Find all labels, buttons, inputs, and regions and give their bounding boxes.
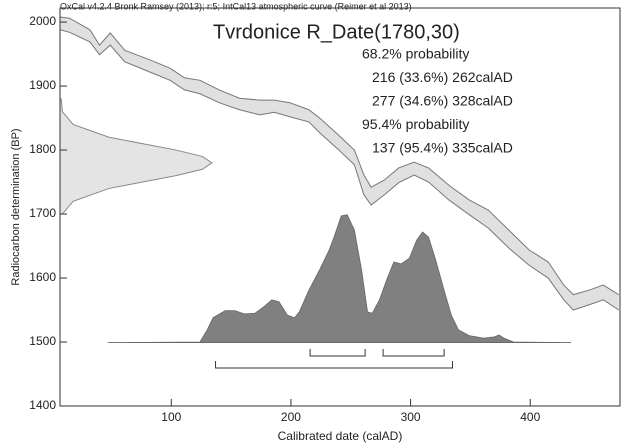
x-tick-label: 200 [281,410,301,424]
y-tick-label: 1600 [29,270,56,284]
y-tick-label: 1500 [29,334,56,348]
probability-level: 68.2% probability [362,46,469,62]
y-axis-label: Radiocarbon determination (BP) [10,128,22,285]
x-tick-label: 300 [401,410,421,424]
header: OxCal v4.2.4 Bronk Ramsey (2013); r:5; I… [60,1,412,11]
probability-level: 95.4% probability [362,116,469,132]
chart-title: Tvrdonice R_Date(1780,30) [213,21,460,43]
calibration-band [60,16,619,311]
range-text: 137 (95.4%) 335calAD [372,140,513,156]
calibration-upper [59,16,620,296]
x-tick-label: 400 [520,410,540,424]
posterior-distribution [107,214,571,344]
plot-frame [59,7,621,407]
radiocarbon-distribution [59,98,213,215]
y-tick-label: 1800 [29,142,56,156]
y-tick-label: 1400 [29,398,56,412]
range-text: 216 (33.6%) 262calAD [372,69,513,85]
y-tick-label: 1700 [29,206,56,220]
y-tick-label: 2000 [29,14,56,28]
range-bracket [215,361,453,369]
range-bracket [382,349,445,357]
range-text: 277 (34.6%) 328calAD [372,93,513,109]
plot-area [59,16,620,369]
y-tick-label: 1900 [29,78,56,92]
calibration-lower [59,29,620,311]
range-bracket [309,349,366,357]
probability-text: 68.2% probability 216 (33.6%) 262calAD 277… [362,46,513,156]
x-axis-label: Calibrated date (calAD) [278,429,403,443]
x-tick-label: 100 [161,410,181,424]
